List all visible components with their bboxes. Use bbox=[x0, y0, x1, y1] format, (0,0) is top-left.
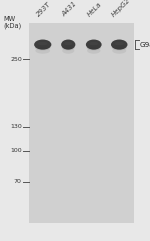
Ellipse shape bbox=[112, 48, 126, 54]
Text: HeLa: HeLa bbox=[86, 1, 103, 18]
Ellipse shape bbox=[35, 48, 50, 54]
Ellipse shape bbox=[111, 40, 128, 50]
Ellipse shape bbox=[86, 40, 102, 50]
Ellipse shape bbox=[115, 42, 124, 45]
Ellipse shape bbox=[34, 40, 51, 50]
Text: 130: 130 bbox=[10, 124, 22, 129]
Text: A431: A431 bbox=[61, 1, 78, 18]
Ellipse shape bbox=[87, 45, 101, 50]
Ellipse shape bbox=[87, 48, 101, 54]
Text: 70: 70 bbox=[14, 180, 22, 184]
Ellipse shape bbox=[62, 48, 74, 54]
Ellipse shape bbox=[62, 45, 75, 50]
Text: HepG2: HepG2 bbox=[110, 0, 131, 18]
Ellipse shape bbox=[64, 42, 72, 45]
Ellipse shape bbox=[89, 42, 98, 45]
Ellipse shape bbox=[61, 40, 75, 50]
Ellipse shape bbox=[35, 45, 51, 50]
Text: G9a: G9a bbox=[140, 42, 150, 47]
Text: 100: 100 bbox=[10, 148, 22, 153]
Ellipse shape bbox=[38, 42, 48, 45]
Text: MW
(kDa): MW (kDa) bbox=[3, 16, 21, 29]
Ellipse shape bbox=[112, 45, 127, 50]
Text: 250: 250 bbox=[10, 57, 22, 61]
Bar bbox=[29, 23, 134, 223]
Text: 293T: 293T bbox=[35, 1, 52, 18]
